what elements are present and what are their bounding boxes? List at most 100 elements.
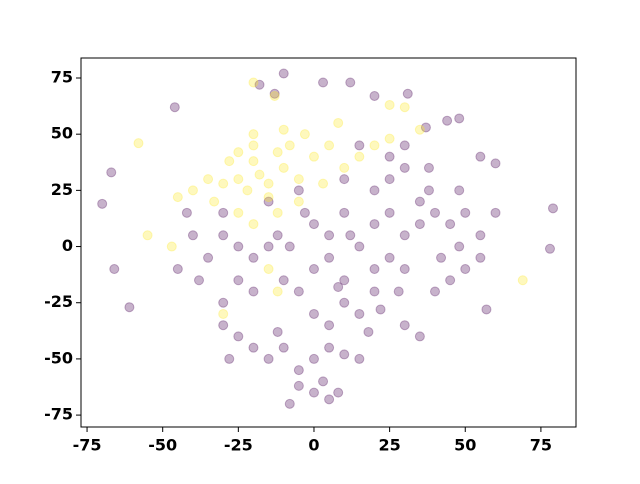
point bbox=[339, 349, 350, 360]
point bbox=[254, 169, 265, 180]
point bbox=[278, 68, 289, 79]
point bbox=[369, 185, 380, 196]
point bbox=[384, 207, 395, 218]
point bbox=[339, 174, 350, 185]
point bbox=[430, 207, 441, 218]
point bbox=[284, 398, 295, 409]
point bbox=[172, 192, 183, 203]
point bbox=[393, 286, 404, 297]
point bbox=[454, 113, 465, 124]
point bbox=[544, 243, 555, 254]
point bbox=[278, 124, 289, 135]
plot-frame bbox=[80, 57, 577, 428]
point bbox=[293, 286, 304, 297]
point bbox=[333, 117, 344, 128]
point bbox=[423, 185, 434, 196]
point bbox=[293, 174, 304, 185]
point bbox=[399, 264, 410, 275]
point bbox=[475, 252, 486, 263]
point bbox=[369, 286, 380, 297]
point bbox=[445, 275, 456, 286]
point bbox=[166, 241, 177, 252]
point bbox=[308, 264, 319, 275]
point bbox=[399, 320, 410, 331]
point bbox=[324, 252, 335, 263]
point bbox=[369, 140, 380, 151]
point bbox=[233, 174, 244, 185]
point bbox=[308, 387, 319, 398]
point bbox=[233, 331, 244, 342]
point bbox=[263, 178, 274, 189]
point bbox=[218, 207, 229, 218]
x-tick-label: 25 bbox=[378, 436, 400, 455]
point bbox=[248, 342, 259, 353]
point bbox=[384, 174, 395, 185]
point bbox=[318, 376, 329, 387]
point bbox=[299, 129, 310, 140]
point bbox=[187, 230, 198, 241]
point bbox=[263, 192, 274, 203]
point bbox=[194, 275, 205, 286]
point bbox=[224, 353, 235, 364]
point bbox=[248, 156, 259, 167]
point bbox=[181, 207, 192, 218]
point bbox=[218, 297, 229, 308]
point bbox=[369, 219, 380, 230]
point bbox=[272, 147, 283, 158]
point bbox=[263, 264, 274, 275]
point bbox=[254, 79, 265, 90]
point bbox=[430, 286, 441, 297]
point bbox=[399, 162, 410, 173]
point bbox=[354, 140, 365, 151]
point bbox=[272, 286, 283, 297]
point bbox=[233, 207, 244, 218]
point bbox=[339, 207, 350, 218]
point bbox=[318, 77, 329, 88]
point bbox=[414, 196, 425, 207]
point bbox=[278, 342, 289, 353]
y-tick-label: 25 bbox=[51, 180, 73, 199]
point bbox=[363, 326, 374, 337]
x-tick-label: 50 bbox=[454, 436, 476, 455]
point bbox=[97, 198, 108, 209]
point bbox=[436, 252, 447, 263]
point bbox=[233, 147, 244, 158]
point bbox=[299, 207, 310, 218]
point bbox=[333, 387, 344, 398]
point bbox=[248, 140, 259, 151]
point bbox=[278, 162, 289, 173]
point bbox=[384, 99, 395, 110]
point bbox=[318, 178, 329, 189]
point bbox=[209, 196, 220, 207]
point bbox=[399, 230, 410, 241]
point bbox=[308, 151, 319, 162]
point bbox=[308, 308, 319, 319]
point bbox=[384, 151, 395, 162]
point bbox=[203, 252, 214, 263]
point bbox=[278, 275, 289, 286]
point bbox=[324, 230, 335, 241]
point bbox=[375, 304, 386, 315]
point bbox=[293, 365, 304, 376]
point bbox=[133, 138, 144, 149]
point bbox=[324, 394, 335, 405]
point bbox=[218, 230, 229, 241]
point bbox=[324, 140, 335, 151]
point bbox=[248, 219, 259, 230]
point bbox=[187, 185, 198, 196]
point bbox=[263, 353, 274, 364]
point bbox=[420, 122, 431, 133]
plot-area bbox=[97, 68, 559, 409]
point bbox=[442, 115, 453, 126]
point bbox=[517, 275, 528, 286]
x-tick-label: 75 bbox=[530, 436, 552, 455]
point bbox=[218, 308, 229, 319]
point bbox=[203, 174, 214, 185]
y-tick-label: -50 bbox=[44, 348, 73, 367]
point bbox=[233, 241, 244, 252]
point bbox=[142, 230, 153, 241]
x-tick-label: 0 bbox=[308, 436, 319, 455]
point bbox=[369, 264, 380, 275]
point bbox=[272, 207, 283, 218]
